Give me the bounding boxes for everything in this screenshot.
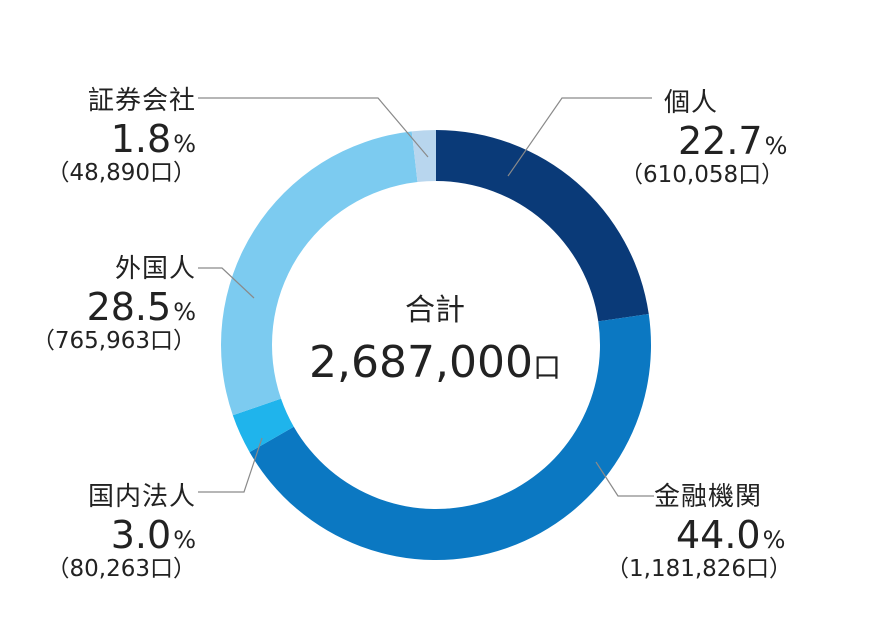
leader-line-1 [507, 97, 652, 177]
label-kokunai: 国内法人 3.0% （80,263口） [47, 484, 196, 581]
percent-unit: % [173, 526, 196, 554]
slice-count: （1,181,826口） [606, 556, 793, 582]
slice-1 [436, 130, 649, 322]
label-kinyu: 金融機関 44.0% （1,181,826口） [606, 482, 792, 581]
slice-2 [249, 314, 651, 560]
leader-line-2 [595, 461, 654, 497]
slice-percent: 3.0 [110, 513, 172, 557]
percent-unit: % [173, 298, 196, 326]
slice-percent: 28.5 [86, 285, 172, 329]
slice-percent-line: 44.0% [676, 516, 792, 554]
leader-line-5 [198, 97, 429, 158]
percent-unit: % [762, 526, 786, 554]
slice-3 [232, 398, 294, 453]
total-title: 合計 [405, 293, 465, 328]
slice-percent: 44.0 [676, 513, 761, 557]
slice-count: （48,890口） [46, 160, 196, 186]
slice-percent-line: 1.8% [47, 120, 196, 158]
slice-name: 証券会社 [87, 86, 196, 116]
label-shoken: 証券会社 1.8% （48,890口） [47, 88, 196, 185]
slice-4 [220, 131, 418, 416]
total-value: 2,687,000 [309, 337, 533, 388]
slice-count: （610,058口） [620, 162, 785, 188]
slice-name: 外国人 [114, 254, 196, 284]
slice-percent-line: 22.7% [678, 122, 787, 160]
label-kojin: 個人 22.7% （610,058口） [620, 88, 787, 187]
slice-name: 国内法人 [87, 482, 196, 512]
total-unit: 口 [532, 351, 561, 384]
slice-name: 個人 [664, 88, 719, 118]
percent-unit: % [764, 132, 788, 160]
slice-count: （765,963口） [31, 328, 196, 354]
label-gaikokujin: 外国人 28.5% （765,963口） [32, 256, 196, 353]
percent-unit: % [173, 130, 196, 158]
slice-percent: 1.8 [110, 117, 172, 161]
slice-percent-line: 28.5% [32, 288, 196, 326]
slice-percent-line: 3.0% [47, 516, 196, 554]
slice-name: 金融機関 [654, 482, 763, 512]
leader-line-4 [198, 267, 255, 299]
slice-percent: 22.7 [678, 119, 763, 163]
slice-count: （80,263口） [46, 556, 196, 582]
total-block: 合計 2,687,000口 [300, 285, 570, 388]
leader-line-3 [198, 437, 263, 493]
total-value-line: 2,687,000口 [300, 337, 570, 388]
slice-5 [411, 130, 436, 183]
